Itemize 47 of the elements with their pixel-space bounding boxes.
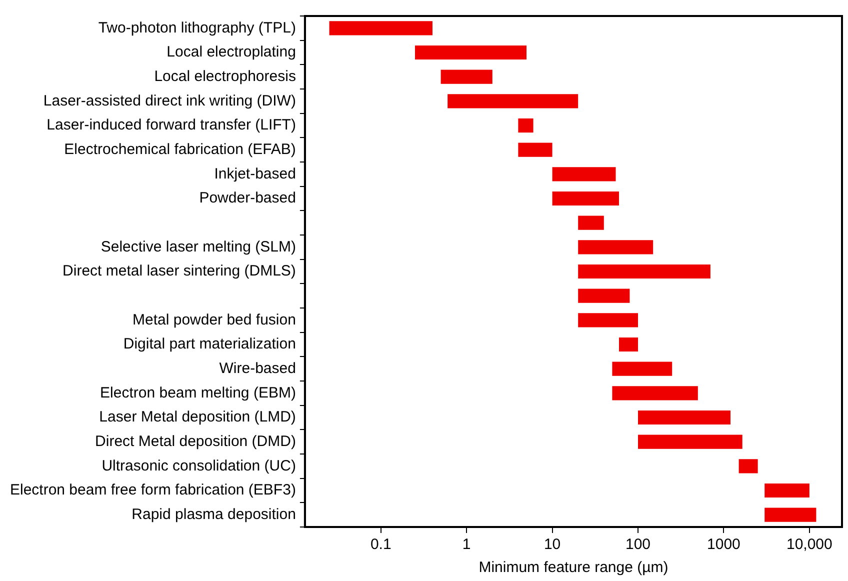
y-tick-label: Electron beam free form fabrication (EBF3) <box>10 482 296 499</box>
bar <box>764 508 816 522</box>
y-tick-label: Laser-assisted direct ink writing (DIW) <box>43 92 296 110</box>
x-tick-label: 10,000 <box>786 536 832 554</box>
x-tick-label: 0.1 <box>370 536 392 554</box>
bar <box>764 483 810 498</box>
bar <box>518 118 534 133</box>
bar <box>552 191 619 206</box>
bar <box>329 21 432 36</box>
bar <box>612 386 698 400</box>
y-tick-label: Electrochemical fabrication (EFAB) <box>64 140 296 158</box>
bar <box>518 142 552 157</box>
y-tick-label: Electron beam melting (EBM) <box>100 384 296 402</box>
bar <box>578 313 638 328</box>
bar <box>552 167 616 182</box>
y-tick-label: Rapid plasma deposition <box>132 506 296 523</box>
x-tick-label: 100 <box>625 536 651 554</box>
bar <box>618 337 638 352</box>
bar <box>578 240 654 254</box>
bar <box>448 94 578 108</box>
bar <box>638 410 730 425</box>
y-tick-label: Direct metal laser sintering (DMLS) <box>62 262 296 280</box>
y-tick-label: Selective laser melting (SLM) <box>100 238 296 256</box>
y-tick-label: Ultrasonic consolidation (UC) <box>102 457 296 474</box>
y-tick-label: Local electroplating <box>166 44 296 61</box>
bar <box>578 216 604 230</box>
y-tick-label: Wire-based <box>219 360 296 377</box>
y-tick-label: Laser Metal deposition (LMD) <box>99 408 296 426</box>
bar <box>440 70 492 84</box>
bar <box>578 288 630 303</box>
x-tick-label: 10 <box>544 536 561 554</box>
y-tick-label: Local electrophoresis <box>154 68 296 85</box>
y-tick-label: Direct Metal deposition (DMD) <box>95 432 296 450</box>
bar <box>578 264 710 279</box>
y-tick-label: Digital part materialization <box>123 336 296 353</box>
bar <box>638 434 742 449</box>
x-tick-label: 1 <box>462 536 471 554</box>
y-tick-label: Powder-based <box>199 190 296 207</box>
bar <box>414 45 526 60</box>
y-tick-label: Laser-induced forward transfer (LIFT) <box>46 116 296 134</box>
x-axis-title: Minimum feature range (µm) <box>478 559 668 576</box>
y-tick-label: Inkjet-based <box>214 165 296 182</box>
x-tick-label: 1000 <box>707 536 740 554</box>
bar <box>612 362 672 376</box>
bar <box>738 459 758 474</box>
y-tick-label: Metal powder bed fusion <box>132 311 296 328</box>
y-tick-label: Two-photon lithography (TPL) <box>98 19 296 36</box>
